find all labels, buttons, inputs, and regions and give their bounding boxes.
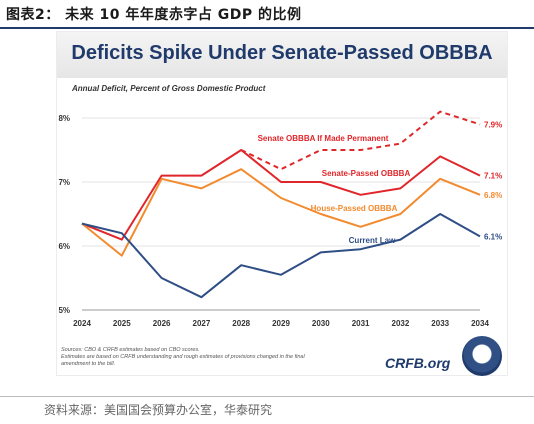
footnote-line: Estimates are based on CRFB understandin… — [61, 354, 305, 360]
chart-panel: Deficits Spike Under Senate-Passed OBBBA… — [57, 32, 507, 375]
series-line — [81, 213, 481, 299]
footnote-line: Sources: CBO & CRFB estimates based on C… — [61, 347, 200, 353]
end-value-label: 7.1% — [484, 172, 502, 181]
end-value-label: 6.1% — [484, 232, 502, 241]
capitol-seal-icon — [462, 336, 502, 376]
y-tick-label: 7% — [58, 178, 70, 187]
y-tick-label: 8% — [58, 114, 70, 123]
top-rule — [0, 27, 534, 29]
footnote-line: amendment to the bill. — [61, 361, 116, 367]
x-tick-label: 2033 — [431, 319, 449, 328]
chart-subtitle: Annual Deficit, Percent of Gross Domesti… — [72, 84, 266, 93]
bottom-rule — [0, 396, 534, 397]
x-tick-label: 2028 — [232, 319, 250, 328]
x-tick-label: 2030 — [312, 319, 330, 328]
y-tick-label: 6% — [58, 242, 70, 251]
x-tick-label: 2034 — [471, 319, 489, 328]
source-note: 资料来源：美国国会预算办公室，华泰研究 — [44, 403, 273, 417]
end-value-label: 7.9% — [484, 120, 502, 129]
x-tick-label: 2029 — [272, 319, 290, 328]
series-label: House-Passed OBBBA — [311, 204, 398, 213]
figure-caption: 图表2： 未来 10 年年度赤字占 GDP 的比例 — [6, 7, 302, 23]
x-tick-label: 2027 — [193, 319, 211, 328]
x-tick-label: 2024 — [73, 319, 91, 328]
chart-title: Deficits Spike Under Senate-Passed OBBBA — [71, 42, 493, 64]
x-tick-label: 2031 — [352, 319, 370, 328]
series-line — [81, 168, 481, 257]
end-value-label: 6.8% — [484, 191, 502, 200]
footnote: Sources: CBO & CRFB estimates based on C… — [61, 347, 391, 368]
x-tick-label: 2032 — [392, 319, 410, 328]
x-tick-label: 2026 — [153, 319, 171, 328]
series-label: Current Law — [349, 236, 396, 245]
brand-logo-text: CRFB.org — [385, 355, 451, 371]
series-line — [240, 110, 481, 171]
series-label: Senate OBBBA If Made Permanent — [258, 134, 389, 143]
title-banner: Deficits Spike Under Senate-Passed OBBBA — [57, 32, 507, 78]
x-tick-label: 2025 — [113, 319, 131, 328]
y-tick-label: 5% — [58, 306, 70, 315]
series-label: Senate-Passed OBBBA — [322, 169, 411, 178]
series-line — [81, 149, 481, 241]
